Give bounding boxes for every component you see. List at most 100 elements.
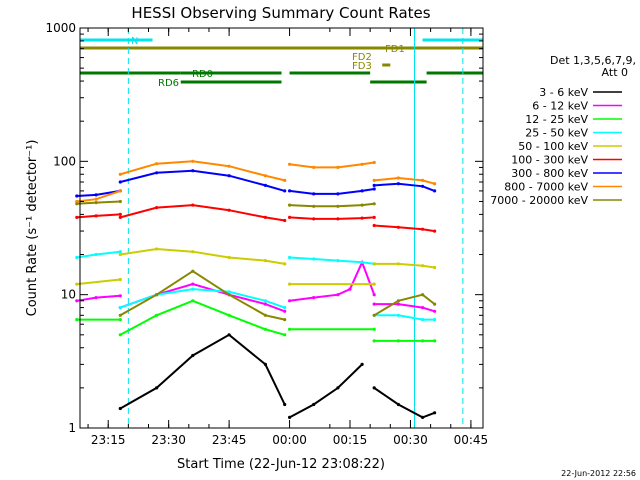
series-point-0 [227, 333, 231, 337]
series-line-4 [374, 262, 435, 269]
series-point-7 [118, 172, 122, 176]
legend-title-line1: Det 1,3,5,6,7,9, [550, 54, 636, 67]
series-point-6 [191, 169, 195, 173]
series-point-3 [75, 255, 79, 260]
series-line-4 [120, 247, 285, 265]
series-line-1 [119, 283, 286, 313]
series-point-0 [372, 386, 376, 390]
series-point-2 [227, 313, 231, 317]
series-point-6 [155, 171, 159, 175]
series-point-6 [372, 183, 376, 187]
series-line-7 [374, 176, 435, 185]
series-point-0 [396, 402, 400, 407]
series-point-8 [263, 313, 267, 317]
series-point-8 [336, 204, 340, 208]
series-line-0 [289, 363, 363, 419]
series-point-8 [372, 202, 376, 206]
series-point-5 [421, 227, 425, 231]
label-n: N [131, 36, 138, 47]
series-point-1 [288, 299, 292, 303]
series-point-7 [396, 176, 400, 180]
series-line-8 [373, 293, 436, 317]
y-tick-label: 10 [61, 288, 76, 302]
series-point-7 [94, 197, 98, 201]
series-point-0 [312, 402, 316, 407]
series-point-3 [283, 306, 287, 310]
series-point-4 [263, 259, 267, 263]
x-tick-label: 00:15 [333, 433, 368, 447]
series-line-3 [119, 288, 286, 309]
series-point-0 [263, 362, 267, 366]
series-point-3 [263, 299, 267, 303]
series-line-5 [374, 224, 435, 233]
series-point-8 [312, 204, 316, 208]
series-point-0 [421, 415, 425, 419]
series-point-8 [288, 203, 292, 207]
series-point-5 [263, 215, 267, 219]
label-fd1: FD1 [385, 44, 405, 55]
label-rd0: RD0 [192, 69, 213, 80]
series-point-4 [155, 247, 159, 251]
series-point-8 [155, 293, 159, 297]
series-point-1 [94, 296, 98, 300]
series-point-1 [372, 302, 376, 306]
series-point-2 [263, 327, 267, 331]
series-point-5 [75, 215, 79, 219]
series-point-7 [191, 159, 195, 163]
series-point-0 [191, 353, 195, 358]
series-point-4 [372, 282, 376, 286]
series-point-6 [283, 189, 287, 193]
series-point-1 [421, 306, 425, 310]
series-point-6 [336, 192, 340, 196]
series-point-2 [118, 333, 122, 337]
series-point-7 [312, 165, 316, 169]
series-point-6 [75, 194, 79, 198]
series-point-2 [288, 327, 292, 331]
series-point-7 [155, 162, 159, 166]
series-point-2 [283, 333, 287, 337]
series-point-1 [348, 287, 352, 291]
series-point-5 [288, 215, 292, 219]
x-axis: 23:15 23:30 23:45 00:00 00:15 00:30 00:45 [87, 28, 488, 447]
series-point-2 [155, 313, 159, 317]
series-point-5 [227, 208, 231, 212]
legend-label: 50 - 100 keV [518, 140, 588, 153]
series-point-7 [227, 164, 231, 168]
series-point-4 [433, 265, 437, 270]
series-point-7 [118, 189, 122, 193]
series-point-5 [336, 217, 340, 221]
series-point-2 [191, 299, 195, 303]
series-point-5 [312, 217, 316, 221]
series-line-8 [119, 270, 285, 321]
series-point-7 [433, 182, 437, 186]
legend-label: 300 - 800 keV [511, 167, 588, 180]
series-point-7 [336, 165, 340, 169]
series-line-7 [120, 160, 285, 182]
series-point-5 [155, 206, 159, 210]
series-point-7 [421, 178, 425, 182]
x-tick-label: 23:30 [151, 433, 186, 447]
series-point-2 [372, 339, 376, 343]
series-point-4 [283, 262, 287, 266]
series-point-8 [433, 302, 437, 306]
series-point-3 [227, 290, 231, 294]
series-point-8 [75, 202, 79, 206]
legend-label: 3 - 6 keV [539, 86, 588, 99]
series-point-4 [288, 282, 292, 286]
series-point-3 [118, 250, 122, 254]
series-point-2 [433, 339, 437, 343]
x-tick-label: 00:00 [272, 433, 307, 447]
series-point-5 [372, 223, 376, 228]
series-point-7 [263, 174, 267, 178]
series-point-8 [191, 269, 195, 273]
y-axis: 1 10 100 1000 [45, 21, 483, 435]
label-rd6: RD6 [158, 78, 179, 89]
series-point-8 [118, 199, 122, 204]
series-point-1 [263, 302, 267, 306]
series-point-2 [421, 339, 425, 343]
series-point-3 [396, 313, 400, 317]
series-point-7 [288, 162, 292, 166]
series-line-5 [120, 204, 285, 222]
